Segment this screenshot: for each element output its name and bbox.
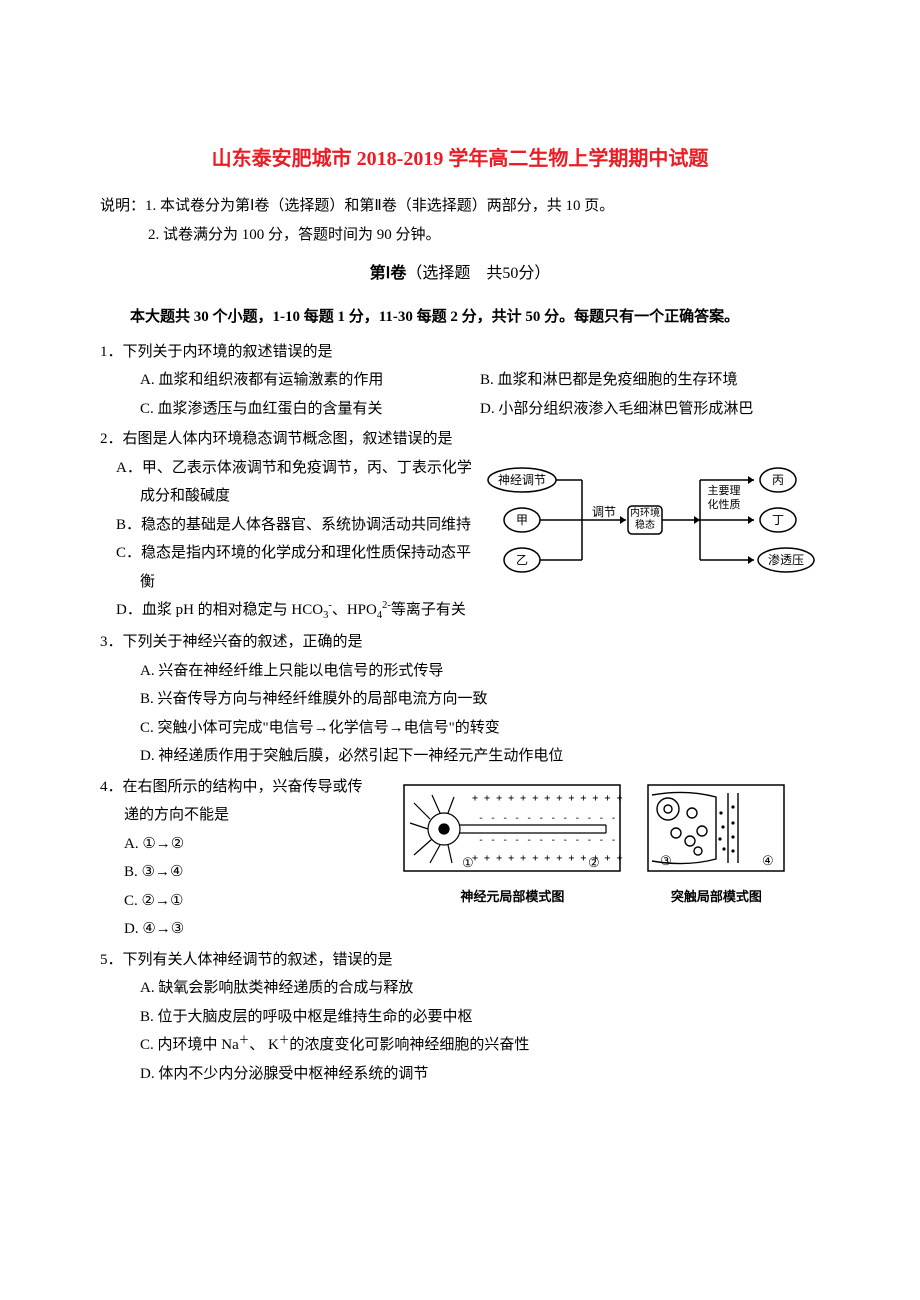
q4-caption-2: 突触局部模式图 [646,885,786,910]
q4-option-d: D. ④→③ [100,915,402,944]
diag-center-1: 内环境 [630,506,660,519]
diag-right-label-1: 主要理 [708,484,741,497]
svg-text:+ + + + + + + + + + + + + +: + + + + + + + + + + + + + + [472,793,622,804]
q4-figure-synapse: ③ ④ 突触局部模式图 [646,783,786,910]
svg-text:①: ① [462,855,474,870]
diag-node-yi: 乙 [516,553,528,567]
diag-label-adjust: 调节 [592,505,616,519]
svg-text:④: ④ [762,853,774,868]
q2-option-c: C．稳态是指内环境的化学成分和理化性质保持动态平衡 [100,539,474,596]
question-5: 5．下列有关人体神经调节的叙述，错误的是 A. 缺氧会影响肽类神经递质的合成与释… [100,946,820,1089]
q3-option-b: B. 兴奋传导方向与神经纤维膜外的局部电流方向一致 [140,685,820,714]
q1-option-c: C. 血浆渗透压与血红蛋白的含量有关 [140,395,480,424]
diag-node-bing: 丙 [772,473,784,487]
q5-option-a: A. 缺氧会影响肽类神经递质的合成与释放 [140,974,820,1003]
diag-node-ding: 丁 [772,513,784,527]
question-2: 2．右图是人体内环境稳态调节概念图，叙述错误的是 A．甲、乙表示体液调节和免疫调… [100,425,820,626]
svg-text:③: ③ [660,853,672,868]
q5-stem: 5．下列有关人体神经调节的叙述，错误的是 [100,946,820,975]
q2-diagram: 神经调节 甲 乙 调节 内环境 稳态 主要理 化性质 丙 丁 渗透压 [474,454,826,593]
section-intro: 本大题共 30 个小题，1-10 每题 1 分，11-30 每题 2 分，共计 … [100,303,820,332]
q4-caption-1: 神经元局部模式图 [402,885,622,910]
q3-option-a: A. 兴奋在神经纤维上只能以电信号的形式传导 [140,657,820,686]
q1-option-b: B. 血浆和淋巴都是免疫细胞的生存环境 [480,366,820,395]
svg-text:- - - - - - - - - - - - -: - - - - - - - - - - - - - [478,813,622,824]
q4-option-c: C. ②→① [100,887,402,916]
q3-option-d: D. 神经递质作用于突触后膜，必然引起下一神经元产生动作电位 [140,742,820,771]
q2-option-d: D．血浆 pH 的相对稳定与 HCO3-、HPO42-等离子有关 [100,596,820,626]
svg-text:- - - - - - - - - - - - -: - - - - - - - - - - - - - [478,835,622,846]
q1-stem: 1．下列关于内环境的叙述错误的是 [100,338,820,367]
q2-option-b: B．稳态的基础是人体各器官、系统协调活动共同维持 [100,511,474,540]
q4-stem-2: 递的方向不能是 [100,801,402,830]
question-3: 3．下列关于神经兴奋的叙述，正确的是 A. 兴奋在神经纤维上只能以电信号的形式传… [100,628,820,771]
q4-option-b: B. ③→④ [100,858,402,887]
q2-option-a: A．甲、乙表示体液调节和免疫调节，丙、丁表示化学成分和酸碱度 [100,454,474,511]
q5-option-c: C. 内环境中 Na＋、 K＋的浓度变化可影响神经细胞的兴奋性 [140,1031,820,1060]
q4-stem-1: 4．在右图所示的结构中，兴奋传导或传 [100,773,402,802]
diag-node-osmotic: 渗透压 [768,552,804,567]
q3-stem: 3．下列关于神经兴奋的叙述，正确的是 [100,628,820,657]
q1-option-d: D. 小部分组织液渗入毛细淋巴管形成淋巴 [480,395,820,424]
page-title: 山东泰安肥城市 2018-2019 学年高二生物上学期期中试题 [100,140,820,178]
q4-option-a: A. ①→② [100,830,402,859]
diag-right-label-2: 化性质 [708,497,741,511]
q2-stem: 2．右图是人体内环境稳态调节概念图，叙述错误的是 [100,425,820,454]
section-header: 第Ⅰ卷（选择题 共50分） [100,259,820,289]
question-4: 4．在右图所示的结构中，兴奋传导或传 递的方向不能是 A. ①→② B. ③→④… [100,773,820,944]
concept-diagram-svg: 神经调节 甲 乙 调节 内环境 稳态 主要理 化性质 丙 丁 渗透压 [486,462,826,582]
q4-figure-neuron: + + + + + + + + + + + + + + - - - - - - … [402,783,622,910]
svg-text:②: ② [588,855,600,870]
instruction-line-1: 说明：1. 本试卷分为第Ⅰ卷（选择题）和第Ⅱ卷（非选择题）两部分，共 10 页。 [100,192,820,221]
section-sub: （选择题 共50分） [406,265,550,282]
q1-option-a: A. 血浆和组织液都有运输激素的作用 [140,366,480,395]
synapse-svg: ③ ④ [646,783,786,873]
diag-center-2: 稳态 [635,518,655,531]
instructions: 说明：1. 本试卷分为第Ⅰ卷（选择题）和第Ⅱ卷（非选择题）两部分，共 10 页。… [100,192,820,249]
diag-node-nerve: 神经调节 [498,473,546,487]
q3-option-c: C. 突触小体可完成"电信号→化学信号→电信号"的转变 [140,714,820,743]
diag-node-jia: 甲 [516,513,528,527]
section-label: 第Ⅰ卷 [370,265,407,282]
q5-option-d: D. 体内不少内分泌腺受中枢神经系统的调节 [140,1060,820,1089]
neuron-svg: + + + + + + + + + + + + + + - - - - - - … [402,783,622,873]
q5-option-b: B. 位于大脑皮层的呼吸中枢是维持生命的必要中枢 [140,1003,820,1032]
question-1: 1．下列关于内环境的叙述错误的是 A. 血浆和组织液都有运输激素的作用 B. 血… [100,338,820,424]
instruction-line-2: 2. 试卷满分为 100 分，答题时间为 90 分钟。 [100,221,820,250]
